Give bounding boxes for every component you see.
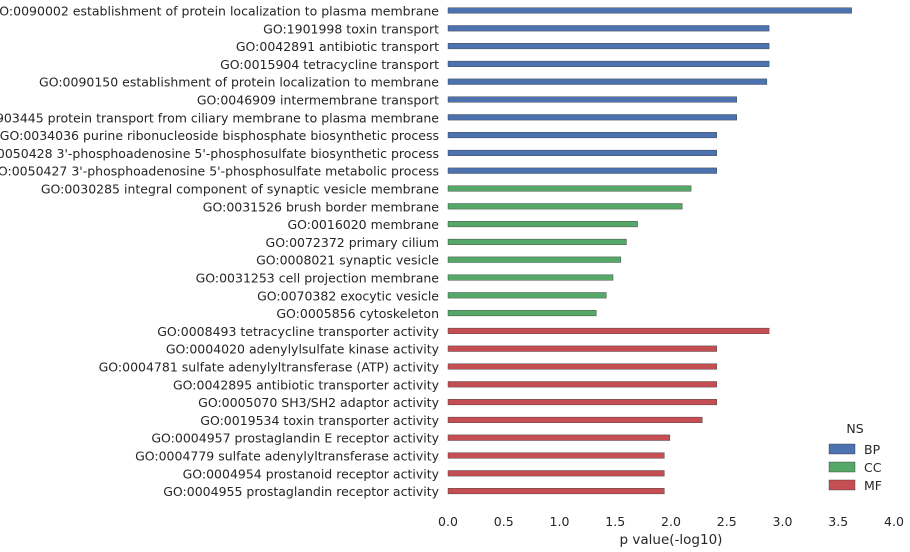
legend-label-cc: CC	[864, 460, 882, 475]
bar-bp	[447, 60, 770, 67]
category-label: GO:1901998 toxin transport	[263, 21, 439, 36]
category-label: GO:0090002 establishment of protein loca…	[0, 4, 439, 19]
bar-bp	[447, 114, 737, 121]
x-axis-title: p value(-log10)	[620, 532, 723, 548]
category-label: GO:0019534 toxin transporter activity	[200, 413, 439, 428]
bar-mf	[447, 488, 665, 495]
category-label: GO:0030285 integral component of synapti…	[41, 182, 439, 197]
category-label: GO:0050428 3'-phosphoadenosine 5'-phosph…	[0, 146, 439, 161]
legend: NS BP CC MF	[828, 421, 882, 493]
category-label: GO:0042891 antibiotic transport	[236, 39, 439, 54]
category-label: GO:0008021 synaptic vesicle	[256, 253, 439, 268]
category-label: GO:0034036 purine ribonucleoside bisphos…	[0, 128, 439, 143]
category-label: GO:0015904 tetracycline transport	[220, 57, 439, 72]
bar-cc	[447, 310, 597, 317]
category-label: GO:0004020 adenylylsulfate kinase activi…	[166, 342, 440, 357]
legend-swatch-mf	[828, 479, 856, 491]
category-label: GO:0090150 establishment of protein loca…	[39, 75, 439, 90]
category-label: GO:0004781 sulfate adenylyltransferase (…	[99, 360, 440, 375]
bar-cc	[447, 221, 638, 228]
category-label: GO:0004954 prostanoid receptor activity	[183, 466, 440, 481]
bar-bp	[447, 78, 768, 85]
legend-label-mf: MF	[864, 478, 882, 493]
bar-mf	[447, 452, 665, 459]
category-label: GO:0005856 cytoskeleton	[276, 306, 439, 321]
category-label: GO:0004955 prostaglandin receptor activi…	[163, 484, 439, 499]
category-label: GO:0008493 tetracycline transporter acti…	[157, 324, 439, 339]
legend-label-bp: BP	[864, 442, 881, 457]
bar-mf	[447, 381, 717, 388]
legend-swatch-bp	[828, 443, 856, 455]
bar-mf	[447, 399, 717, 406]
x-tick-label: 1.0	[550, 514, 570, 529]
category-label: GO:0004779 sulfate adenylyltransferase a…	[135, 449, 440, 464]
category-label: GO:0016020 membrane	[287, 217, 439, 232]
bar-bp	[447, 7, 852, 14]
x-tick-label: 2.5	[717, 514, 737, 529]
legend-title: NS	[846, 421, 863, 436]
bar-cc	[447, 256, 622, 263]
category-label: GO:0050427 3'-phosphoadenosine 5'-phosph…	[0, 164, 439, 179]
category-label: GO:0070382 exocytic vesicle	[257, 288, 439, 303]
bar-mf	[447, 470, 665, 477]
category-label: GO:0004957 prostaglandin E receptor acti…	[151, 431, 439, 446]
category-label: GO:0072372 primary cilium	[266, 235, 439, 250]
bar-bp	[447, 25, 770, 32]
bar-bp	[447, 96, 737, 103]
bar-bp	[447, 149, 717, 156]
bar-mf	[447, 345, 717, 352]
x-tick-label: 0.0	[438, 514, 458, 529]
x-tick-label: 4.0	[884, 514, 904, 529]
bar-cc	[447, 292, 607, 299]
bar-mf	[447, 416, 703, 423]
bars-group	[447, 7, 852, 495]
x-tick-label: 1.5	[605, 514, 625, 529]
category-label: GO:0031526 brush border membrane	[203, 199, 440, 214]
legend-swatch-cc	[828, 461, 856, 473]
bar-cc	[447, 203, 683, 210]
bar-cc	[447, 238, 627, 245]
bar-mf	[447, 327, 770, 334]
bar-mf	[447, 363, 717, 370]
x-tick-label: 2.0	[661, 514, 681, 529]
category-label: GO:0046909 intermembrane transport	[197, 93, 439, 108]
x-tick-label: 3.5	[828, 514, 848, 529]
category-label: GO:0005070 SH3/SH2 adaptor activity	[198, 395, 439, 410]
x-tick-label: 3.0	[773, 514, 793, 529]
bar-cc	[447, 274, 614, 281]
x-axis-ticks-group: 0.0 0.5 1.0 1.5 2.0 2.5 3.0 3.5 4.0	[438, 514, 904, 529]
bar-cc	[447, 185, 692, 192]
bar-bp	[447, 43, 770, 50]
category-label: GO:0031253 cell projection membrane	[196, 271, 440, 286]
category-label: GO:0042895 antibiotic transporter activi…	[173, 377, 440, 392]
bar-mf	[447, 434, 671, 441]
x-tick-label: 0.5	[494, 514, 514, 529]
category-labels-group: GO:0090002 establishment of protein loca…	[0, 4, 440, 500]
bar-bp	[447, 167, 717, 174]
category-label: GO:1903445 protein transport from ciliar…	[0, 110, 439, 125]
bar-bp	[447, 132, 717, 139]
